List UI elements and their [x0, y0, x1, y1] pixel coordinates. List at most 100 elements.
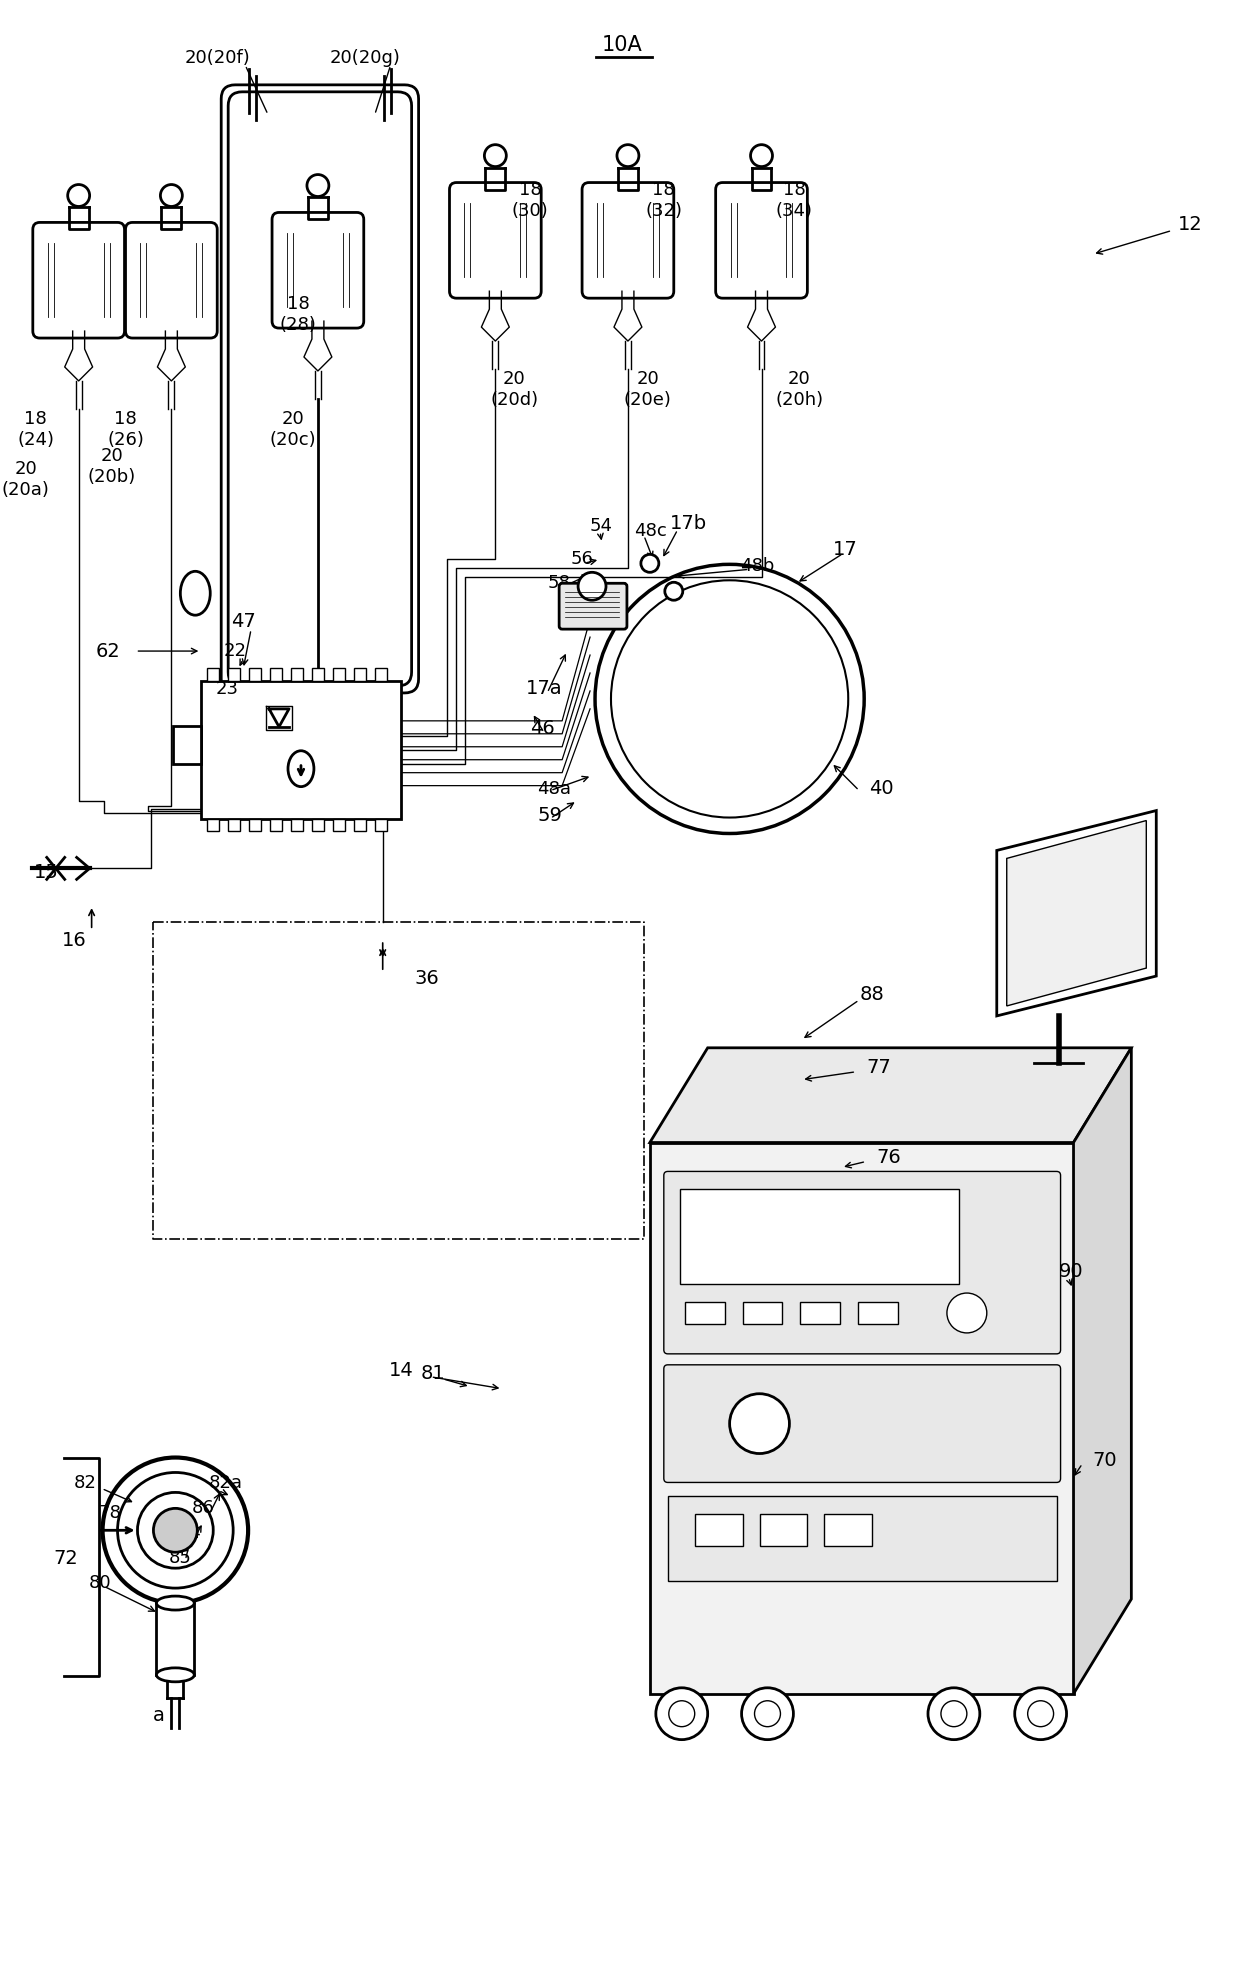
Circle shape [947, 1292, 987, 1334]
Text: 59: 59 [537, 805, 562, 825]
Ellipse shape [156, 1668, 195, 1682]
Bar [800, 1302, 841, 1324]
Text: 20
(20b): 20 (20b) [88, 447, 135, 487]
Bar [207, 669, 219, 681]
Text: 70: 70 [1092, 1451, 1117, 1470]
Circle shape [729, 1393, 790, 1453]
Circle shape [668, 1700, 694, 1726]
Text: 20(20f): 20(20f) [185, 49, 250, 67]
Text: 20(20g): 20(20g) [330, 49, 401, 67]
Circle shape [656, 1688, 708, 1740]
Text: 47: 47 [231, 612, 255, 631]
Text: 82: 82 [73, 1474, 97, 1492]
Text: 84: 84 [179, 1524, 201, 1542]
Circle shape [118, 1472, 233, 1587]
Text: 12: 12 [1178, 216, 1203, 234]
Bar [291, 669, 303, 681]
Polygon shape [997, 811, 1156, 1015]
Circle shape [754, 1700, 780, 1726]
Text: 17: 17 [833, 540, 858, 558]
Bar [291, 819, 303, 831]
Bar [249, 819, 262, 831]
Text: 36: 36 [414, 968, 439, 988]
Circle shape [595, 564, 864, 833]
Circle shape [665, 582, 683, 600]
Text: 54: 54 [590, 517, 613, 536]
Bar [312, 819, 324, 831]
Bar [668, 1496, 1056, 1581]
Text: 46: 46 [531, 718, 556, 738]
Bar [228, 669, 241, 681]
Circle shape [742, 1688, 794, 1740]
Circle shape [941, 1700, 967, 1726]
Text: 85: 85 [169, 1550, 191, 1567]
FancyBboxPatch shape [663, 1172, 1060, 1354]
Circle shape [103, 1457, 248, 1603]
Text: 18
(26): 18 (26) [107, 410, 144, 449]
FancyBboxPatch shape [32, 222, 124, 338]
Text: 80: 80 [88, 1573, 112, 1593]
Text: 72: 72 [53, 1550, 78, 1567]
Text: 14: 14 [388, 1362, 413, 1379]
Ellipse shape [180, 572, 211, 615]
Text: 56: 56 [570, 550, 593, 568]
FancyBboxPatch shape [125, 222, 217, 338]
Bar [249, 669, 262, 681]
Circle shape [641, 554, 658, 572]
Circle shape [138, 1492, 213, 1567]
Text: 17b: 17b [670, 515, 707, 532]
Text: 82a: 82a [208, 1474, 242, 1492]
Bar [374, 819, 387, 831]
Text: 20
(20c): 20 (20c) [269, 410, 316, 449]
Text: 17a: 17a [526, 679, 563, 699]
Ellipse shape [288, 750, 314, 786]
Text: 20
(20d): 20 (20d) [490, 370, 538, 410]
Circle shape [154, 1508, 197, 1552]
Bar [353, 819, 366, 831]
Bar [270, 819, 281, 831]
Polygon shape [1007, 821, 1146, 1005]
Text: 48b: 48b [739, 558, 774, 576]
Text: 18
(30): 18 (30) [512, 182, 548, 220]
Text: 48a: 48a [537, 780, 572, 798]
Circle shape [1014, 1688, 1066, 1740]
Text: 90: 90 [1059, 1261, 1084, 1280]
Text: 20
(20e): 20 (20e) [624, 370, 672, 410]
Text: 10A: 10A [601, 36, 642, 55]
Text: 18
(28): 18 (28) [279, 295, 316, 334]
FancyBboxPatch shape [272, 212, 363, 329]
Text: 76: 76 [877, 1148, 901, 1168]
Circle shape [68, 184, 89, 206]
Circle shape [1028, 1700, 1054, 1726]
Text: 88: 88 [859, 986, 884, 1005]
Bar [332, 669, 345, 681]
Text: 74: 74 [1049, 869, 1074, 889]
Bar [207, 819, 219, 831]
Circle shape [485, 144, 506, 166]
Bar [743, 1302, 782, 1324]
Bar [825, 1514, 872, 1546]
Text: 58: 58 [547, 574, 570, 592]
Text: 48c: 48c [634, 522, 667, 540]
FancyBboxPatch shape [559, 584, 627, 629]
Bar [332, 819, 345, 831]
Circle shape [160, 184, 182, 206]
Text: a: a [153, 1706, 165, 1726]
Text: 15: 15 [33, 863, 58, 883]
Circle shape [578, 572, 606, 600]
Text: 86: 86 [191, 1500, 215, 1518]
Polygon shape [650, 1047, 1131, 1142]
Text: 81: 81 [420, 1364, 445, 1383]
FancyBboxPatch shape [582, 182, 673, 299]
FancyBboxPatch shape [449, 182, 541, 299]
Text: 16: 16 [62, 930, 87, 950]
Bar [374, 669, 387, 681]
Polygon shape [1074, 1047, 1131, 1694]
Bar [353, 669, 366, 681]
Bar [680, 1189, 959, 1284]
Text: 20
(20h): 20 (20h) [775, 370, 823, 410]
Text: 18
(32): 18 (32) [645, 182, 682, 220]
Text: 77: 77 [867, 1059, 890, 1077]
Bar [760, 1514, 807, 1546]
Ellipse shape [156, 1597, 195, 1611]
